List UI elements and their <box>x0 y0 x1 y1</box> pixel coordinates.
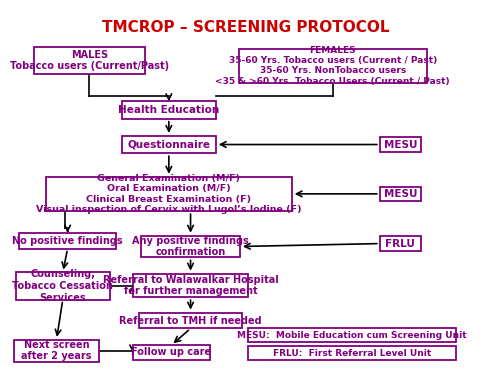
FancyBboxPatch shape <box>239 48 427 83</box>
FancyBboxPatch shape <box>141 235 240 257</box>
FancyBboxPatch shape <box>248 346 456 361</box>
FancyBboxPatch shape <box>380 236 421 251</box>
Text: No positive findings: No positive findings <box>12 235 123 246</box>
FancyBboxPatch shape <box>16 273 110 300</box>
Text: Next screen
after 2 years: Next screen after 2 years <box>21 340 92 361</box>
Text: Questionnaire: Questionnaire <box>127 139 211 150</box>
Text: General Examination (M/F)
Oral Examination (M/F)
Clinical Breast Examination (F): General Examination (M/F) Oral Examinati… <box>36 174 302 214</box>
Text: MESU:  Mobile Education cum Screening Unit: MESU: Mobile Education cum Screening Uni… <box>237 330 467 339</box>
Text: Referral to TMH if needed: Referral to TMH if needed <box>119 316 262 325</box>
FancyBboxPatch shape <box>14 340 99 361</box>
Text: TMCROP – SCREENING PROTOCOL: TMCROP – SCREENING PROTOCOL <box>102 20 390 36</box>
FancyBboxPatch shape <box>133 274 248 297</box>
Text: Referral to Walawalkar Hospital
for further management: Referral to Walawalkar Hospital for furt… <box>103 274 278 296</box>
Text: MESU: MESU <box>384 189 417 199</box>
FancyBboxPatch shape <box>380 137 421 152</box>
FancyBboxPatch shape <box>380 187 421 201</box>
Text: MESU: MESU <box>384 139 417 150</box>
Text: Health Education: Health Education <box>118 105 219 115</box>
FancyBboxPatch shape <box>133 345 210 360</box>
Text: FEMALES
35-60 Yrs. Tobacco users (Current / Past)
35-60 Yrs. NonTobacco users
<3: FEMALES 35-60 Yrs. Tobacco users (Curren… <box>215 46 450 86</box>
Text: Any positive findings
confirmation: Any positive findings confirmation <box>132 236 249 257</box>
FancyBboxPatch shape <box>34 47 145 74</box>
FancyBboxPatch shape <box>139 313 243 328</box>
FancyBboxPatch shape <box>248 328 456 342</box>
Text: Counseling,
Tobacco Cessation
Services: Counseling, Tobacco Cessation Services <box>12 270 113 303</box>
FancyBboxPatch shape <box>46 177 292 211</box>
Text: FRLU:  First Referral Level Unit: FRLU: First Referral Level Unit <box>273 349 431 358</box>
Text: MALES
Tobacco users (Current/Past): MALES Tobacco users (Current/Past) <box>10 50 169 71</box>
FancyBboxPatch shape <box>19 233 116 249</box>
FancyBboxPatch shape <box>122 136 216 153</box>
FancyBboxPatch shape <box>122 101 216 119</box>
Text: FRLU: FRLU <box>385 239 415 249</box>
Text: Follow up care: Follow up care <box>131 347 212 358</box>
